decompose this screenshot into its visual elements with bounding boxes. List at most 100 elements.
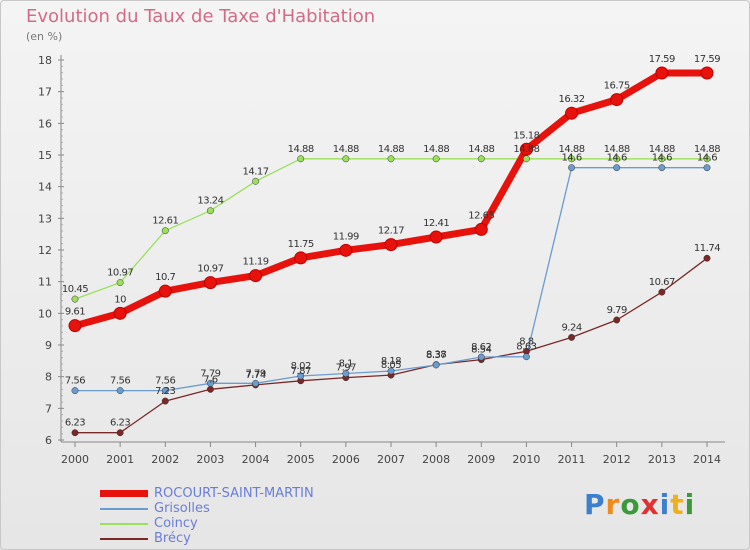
data-label: 7.87 bbox=[291, 366, 311, 377]
data-point bbox=[116, 279, 124, 287]
data-label: 7.74 bbox=[245, 370, 265, 381]
data-label: 7.79 bbox=[200, 368, 220, 379]
data-label: 14.88 bbox=[378, 144, 404, 155]
data-point bbox=[474, 222, 488, 236]
data-label: 9.61 bbox=[65, 307, 85, 318]
data-label: 8.62 bbox=[471, 342, 491, 353]
data-label: 8.8 bbox=[519, 336, 534, 347]
data-label: 10.97 bbox=[107, 268, 133, 279]
data-label: 12.41 bbox=[423, 218, 449, 229]
data-point bbox=[161, 387, 169, 395]
data-point bbox=[342, 155, 350, 163]
data-label: 12.17 bbox=[378, 226, 404, 237]
data-label: 7.97 bbox=[336, 363, 356, 374]
x-tick-label: 2014 bbox=[693, 453, 721, 466]
data-label: 8.18 bbox=[381, 356, 401, 367]
x-tick-label: 2000 bbox=[61, 453, 89, 466]
data-label: 16.75 bbox=[604, 81, 630, 92]
data-label: 14.6 bbox=[561, 153, 581, 164]
data-label: 10.97 bbox=[197, 264, 223, 275]
data-point bbox=[522, 155, 530, 163]
data-label: 10.45 bbox=[62, 284, 88, 295]
proxiti-logo: Proxiti bbox=[584, 488, 695, 521]
data-point bbox=[613, 316, 621, 324]
data-point bbox=[568, 155, 576, 163]
data-point bbox=[658, 288, 666, 296]
y-tick-label: 17 bbox=[38, 86, 52, 99]
data-point bbox=[429, 230, 443, 244]
data-point bbox=[116, 429, 124, 437]
data-point bbox=[71, 387, 79, 395]
data-point bbox=[68, 319, 82, 333]
data-label: 6.23 bbox=[110, 418, 130, 429]
x-tick-label: 2006 bbox=[332, 453, 360, 466]
x-tick-label: 2009 bbox=[467, 453, 495, 466]
y-tick-label: 7 bbox=[45, 402, 52, 415]
data-label: 14.88 bbox=[468, 144, 494, 155]
data-point bbox=[252, 379, 260, 387]
data-label: 17.59 bbox=[649, 54, 675, 65]
x-tick-label: 2012 bbox=[603, 453, 631, 466]
legend-swatch bbox=[100, 522, 148, 525]
data-label: 8.02 bbox=[291, 361, 311, 372]
logo-letter: P bbox=[584, 488, 606, 521]
data-label: 14.88 bbox=[559, 144, 585, 155]
data-point bbox=[519, 142, 533, 156]
data-label: 10.7 bbox=[155, 272, 175, 283]
data-point bbox=[703, 155, 711, 163]
data-point bbox=[71, 295, 79, 303]
logo-letter: t bbox=[670, 488, 685, 521]
legend-swatch bbox=[100, 537, 148, 540]
data-label: 10 bbox=[114, 294, 126, 305]
series-points bbox=[68, 66, 714, 437]
data-point bbox=[297, 372, 305, 380]
data-label: 14.88 bbox=[694, 144, 720, 155]
data-point bbox=[568, 164, 576, 172]
y-tick-label: 13 bbox=[38, 212, 52, 225]
x-tick-label: 2011 bbox=[558, 453, 586, 466]
data-point bbox=[432, 155, 440, 163]
data-label: 7.6 bbox=[203, 374, 218, 385]
data-point bbox=[249, 269, 263, 283]
y-tick-label: 8 bbox=[45, 371, 52, 384]
x-tick-label: 2013 bbox=[648, 453, 676, 466]
data-point bbox=[203, 276, 217, 290]
data-point bbox=[613, 155, 621, 163]
legend-item: ROCOURT-SAINT-MARTIN bbox=[100, 486, 314, 501]
data-point bbox=[384, 238, 398, 252]
data-point bbox=[703, 254, 711, 262]
data-point bbox=[477, 155, 485, 163]
y-tick-label: 6 bbox=[45, 434, 52, 447]
y-tick-label: 12 bbox=[38, 244, 52, 257]
data-point bbox=[116, 387, 124, 395]
data-label: 13.24 bbox=[197, 196, 223, 207]
data-label: 14.17 bbox=[243, 166, 269, 177]
data-label: 8.1 bbox=[339, 359, 354, 370]
data-label: 14.88 bbox=[513, 144, 539, 155]
data-point bbox=[339, 243, 353, 257]
data-label: 10.67 bbox=[649, 277, 675, 288]
data-point bbox=[610, 93, 624, 107]
legend-swatch bbox=[100, 507, 148, 510]
y-tick-label: 18 bbox=[38, 54, 52, 67]
data-point bbox=[613, 164, 621, 172]
data-point bbox=[206, 385, 214, 393]
data-point bbox=[294, 251, 308, 265]
x-tick-label: 2003 bbox=[196, 453, 224, 466]
series-line-3 bbox=[75, 257, 708, 434]
logo-letter: i bbox=[684, 488, 696, 521]
data-point bbox=[252, 177, 260, 185]
chart-title: Evolution du Taux de Taxe d'Habitation bbox=[26, 6, 376, 27]
data-point bbox=[161, 227, 169, 235]
data-label: 17.59 bbox=[694, 54, 720, 65]
data-point bbox=[71, 429, 79, 437]
data-label: 11.75 bbox=[288, 239, 314, 250]
x-tick-label: 2004 bbox=[242, 453, 270, 466]
data-point bbox=[387, 155, 395, 163]
data-point bbox=[206, 379, 214, 387]
data-label: 14.6 bbox=[607, 153, 627, 164]
data-point bbox=[206, 207, 214, 215]
data-label: 14.88 bbox=[288, 144, 314, 155]
legend-label: Coincy bbox=[154, 516, 198, 531]
